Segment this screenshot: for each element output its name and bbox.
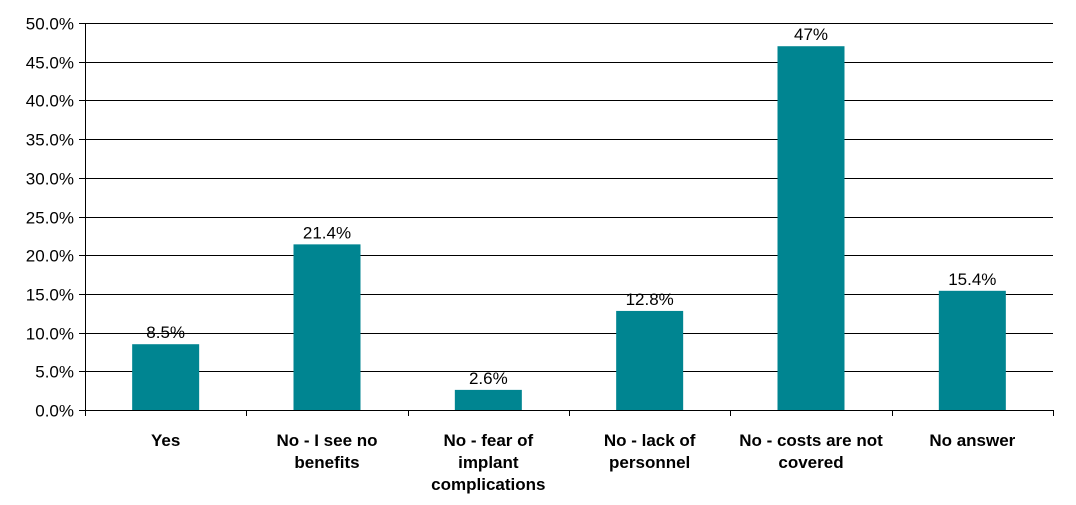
data-label: 8.5% <box>146 323 185 342</box>
x-tick-label-line: complications <box>431 475 545 494</box>
data-labels: 8.5% 21.4% 2.6% 12.8% 47% 15.4% <box>146 25 996 388</box>
bar <box>938 290 1006 410</box>
x-tick-label: No - costs are not covered <box>739 431 883 472</box>
bar <box>132 344 200 410</box>
x-tick-label: No - fear of implant complications <box>431 431 545 494</box>
data-label: 2.6% <box>469 369 508 388</box>
y-tick-label: 35.0% <box>26 131 74 150</box>
x-tick-label-line: No - fear of <box>443 431 533 450</box>
x-axis-tick-labels: Yes No - I see no benefits No - fear of impl… <box>151 431 1016 494</box>
y-tick-label: 45.0% <box>26 54 74 73</box>
data-label: 21.4% <box>303 223 351 242</box>
y-tick-label: 30.0% <box>26 170 74 189</box>
y-tick-label: 10.0% <box>26 325 74 344</box>
x-tick-label-line: benefits <box>294 453 359 472</box>
data-label: 12.8% <box>626 290 674 309</box>
x-tick-label: Yes <box>151 431 180 450</box>
data-label: 47% <box>794 25 828 44</box>
x-tick-label-line: implant <box>458 453 519 472</box>
x-tick-label-line: No answer <box>929 431 1015 450</box>
y-tick-label: 40.0% <box>26 92 74 111</box>
y-tick-label: 20.0% <box>26 247 74 266</box>
gridlines <box>85 23 1053 372</box>
y-tick-label: 15.0% <box>26 286 74 305</box>
y-tick-label: 50.0% <box>26 15 74 34</box>
axes <box>79 23 1054 416</box>
y-axis-tick-labels: 0.0% 5.0% 10.0% 15.0% 20.0% 25.0% 30.0% 35.0% 40… <box>26 15 74 421</box>
data-label: 15.4% <box>948 270 996 289</box>
y-tick-label: 5.0% <box>35 363 74 382</box>
x-tick-label: No answer <box>929 431 1015 450</box>
x-tick-label-line: personnel <box>609 453 690 472</box>
x-tick-label-line: No - I see no <box>276 431 377 450</box>
bar <box>454 389 522 410</box>
x-tick-label-line: No - lack of <box>604 431 696 450</box>
x-tick-label-line: covered <box>778 453 843 472</box>
x-tick-label: No - lack of personnel <box>604 431 696 472</box>
x-tick-label-line: Yes <box>151 431 180 450</box>
x-tick-label-line: No - costs are not <box>739 431 883 450</box>
bar <box>777 46 845 410</box>
bar <box>616 310 684 410</box>
y-tick-label: 0.0% <box>35 402 74 421</box>
y-tick-label: 25.0% <box>26 209 74 228</box>
x-tick-label: No - I see no benefits <box>276 431 377 472</box>
bars <box>132 46 1006 410</box>
bar <box>293 244 361 410</box>
